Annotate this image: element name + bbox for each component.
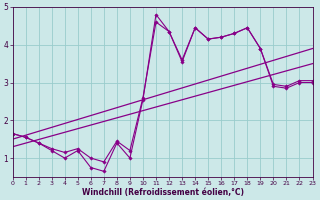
X-axis label: Windchill (Refroidissement éolien,°C): Windchill (Refroidissement éolien,°C) [82, 188, 244, 197]
